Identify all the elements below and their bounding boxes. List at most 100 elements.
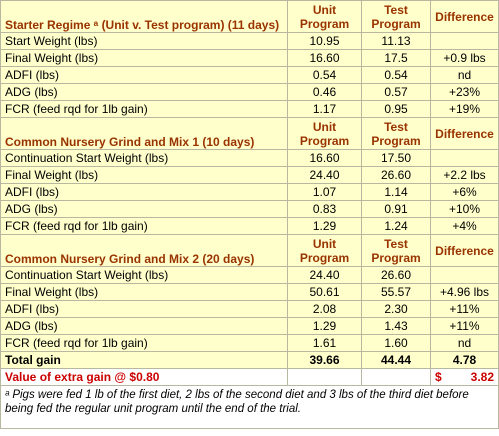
cell: 2.08 (287, 300, 362, 318)
data-row: ADFI (lbs) 2.08 2.30 +11% (0, 300, 499, 318)
cell: 16.60 (287, 149, 362, 167)
data-row: FCR (feed rqd for 1lb gain) 1.29 1.24 +4% (0, 217, 499, 235)
data-row: ADG (lbs) 1.29 1.43 +11% (0, 317, 499, 335)
cell: 11.13 (361, 32, 431, 50)
row-label: Total gain (0, 351, 288, 369)
cell: 0.57 (361, 83, 431, 101)
cell (430, 32, 499, 50)
cell: +10% (430, 200, 499, 218)
cell: +6% (430, 183, 499, 201)
data-row: Final Weight (lbs) 50.61 55.57 +4.96 lbs (0, 283, 499, 301)
total-row: Total gain 39.66 44.44 4.78 (0, 351, 499, 369)
data-row: FCR (feed rqd for 1lb gain) 1.61 1.60 nd (0, 334, 499, 352)
cell: 1.61 (287, 334, 362, 352)
data-row: ADG (lbs) 0.46 0.57 +23% (0, 83, 499, 101)
section-title: Common Nursery Grind and Mix 2 (20 days) (0, 234, 288, 267)
data-row: ADFI (lbs) 0.54 0.54 nd (0, 66, 499, 84)
row-label: Continuation Start Weight (lbs) (0, 266, 288, 284)
footnote-row: ᵃ Pigs were fed 1 lb of the first diet, … (0, 385, 499, 429)
data-row: Start Weight (lbs) 10.95 11.13 (0, 32, 499, 50)
cell: +11% (430, 317, 499, 335)
cell: 24.40 (287, 166, 362, 184)
row-label: ADG (lbs) (0, 83, 288, 101)
cell: 1.60 (361, 334, 431, 352)
cell: 1.07 (287, 183, 362, 201)
row-label: ADFI (lbs) (0, 300, 288, 318)
cell: nd (430, 334, 499, 352)
column-header: Difference (430, 0, 499, 33)
column-header: Test Program (361, 117, 431, 150)
amount: 3.82 (470, 370, 494, 384)
cell: +2.2 lbs (430, 166, 499, 184)
data-row: Final Weight (lbs) 24.40 26.60 +2.2 lbs (0, 166, 499, 184)
cell (430, 149, 499, 167)
section-title: Starter Regime ᵃ (Unit v. Test program) … (0, 0, 288, 33)
column-header: Difference (430, 117, 499, 150)
cell: 0.83 (287, 200, 362, 218)
footnote-marker: ᵃ (5, 389, 10, 401)
cell: 4.78 (430, 351, 499, 369)
section-header: Common Nursery Grind and Mix 1 (10 days)… (0, 117, 499, 150)
section-header: Common Nursery Grind and Mix 2 (20 days)… (0, 234, 499, 267)
cell: nd (430, 66, 499, 84)
data-row: ADFI (lbs) 1.07 1.14 +6% (0, 183, 499, 201)
currency: $ (435, 370, 442, 384)
column-header: Test Program (361, 234, 431, 267)
row-label: ADFI (lbs) (0, 66, 288, 84)
cell: +4% (430, 217, 499, 235)
cell: 0.54 (361, 66, 431, 84)
row-label: Final Weight (lbs) (0, 166, 288, 184)
data-row: FCR (feed rqd for 1lb gain) 1.17 0.95 +19% (0, 100, 499, 118)
cell: 26.60 (361, 166, 431, 184)
row-label: FCR (feed rqd for 1lb gain) (0, 334, 288, 352)
cell: 39.66 (287, 351, 362, 369)
cell: 0.54 (287, 66, 362, 84)
cell: 24.40 (287, 266, 362, 284)
data-row: Continuation Start Weight (lbs) 16.60 17.5… (0, 149, 499, 167)
cell: 50.61 (287, 283, 362, 301)
cell: +19% (430, 100, 499, 118)
row-label: Start Weight (lbs) (0, 32, 288, 50)
cell: +11% (430, 300, 499, 318)
cell: 1.29 (287, 317, 362, 335)
cell: +4.96 lbs (430, 283, 499, 301)
row-label: Final Weight (lbs) (0, 283, 288, 301)
cell: 1.29 (287, 217, 362, 235)
column-header: Difference (430, 234, 499, 267)
row-label: ADG (lbs) (0, 200, 288, 218)
section-header: Starter Regime ᵃ (Unit v. Test program) … (0, 0, 499, 33)
cell: 17.50 (361, 149, 431, 167)
cell: 16.60 (287, 49, 362, 67)
footnote-text: Pigs were fed 1 lb of the first diet, 2 … (5, 389, 469, 415)
cell: 26.60 (361, 266, 431, 284)
value-row: Value of extra gain @ $0.80 $3.82 (0, 368, 499, 386)
cell: 2.30 (361, 300, 431, 318)
row-label: Value of extra gain @ $0.80 (0, 368, 288, 386)
cell (361, 368, 431, 386)
cell: 17.5 (361, 49, 431, 67)
data-row: Continuation Start Weight (lbs) 24.40 26.6… (0, 266, 499, 284)
data-row: Final Weight (lbs) 16.60 17.5 +0.9 lbs (0, 49, 499, 67)
column-header: Test Program (361, 0, 431, 33)
row-label: ADG (lbs) (0, 317, 288, 335)
column-header: Unit Program (287, 117, 362, 150)
cell: 0.91 (361, 200, 431, 218)
section-title: Common Nursery Grind and Mix 1 (10 days) (0, 117, 288, 150)
cell: 0.46 (287, 83, 362, 101)
cell: 1.43 (361, 317, 431, 335)
column-header: Unit Program (287, 234, 362, 267)
cell (287, 368, 362, 386)
cell (430, 266, 499, 284)
cell: $3.82 (430, 368, 499, 386)
cell: +23% (430, 83, 499, 101)
row-label: Continuation Start Weight (lbs) (0, 149, 288, 167)
cell: 44.44 (361, 351, 431, 369)
row-label: ADFI (lbs) (0, 183, 288, 201)
row-label: FCR (feed rqd for 1lb gain) (0, 217, 288, 235)
row-label: FCR (feed rqd for 1lb gain) (0, 100, 288, 118)
cell: +0.9 lbs (430, 49, 499, 67)
cell: 1.24 (361, 217, 431, 235)
